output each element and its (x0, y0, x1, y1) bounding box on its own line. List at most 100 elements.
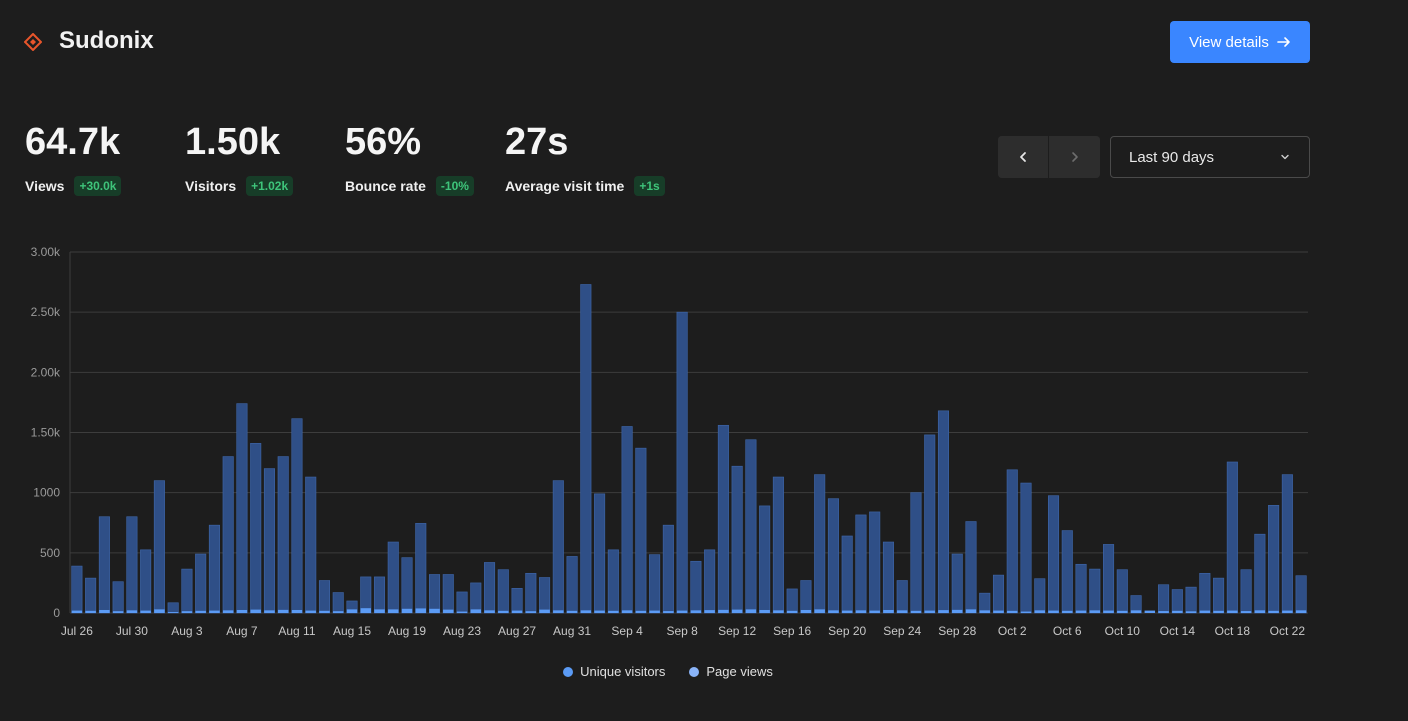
page-views-bar[interactable] (621, 426, 633, 614)
unique-visitors-bar[interactable] (99, 609, 110, 613)
unique-visitors-bar[interactable] (360, 608, 371, 613)
unique-visitors-bar[interactable] (209, 610, 220, 613)
unique-visitors-bar[interactable] (511, 610, 523, 613)
view-details-button[interactable]: View details (1170, 21, 1310, 63)
page-views-bar[interactable] (1116, 569, 1128, 614)
page-views-bar[interactable] (1089, 568, 1101, 614)
page-views-bar[interactable] (153, 480, 165, 614)
unique-visitors-bar[interactable] (456, 611, 468, 613)
page-views-bar[interactable] (71, 565, 83, 614)
unique-visitors-bar[interactable] (841, 610, 853, 613)
unique-visitors-bar[interactable] (1199, 610, 1211, 613)
unique-visitors-bar[interactable] (319, 610, 330, 613)
legend-item-unique-visitors[interactable]: Unique visitors (563, 664, 665, 679)
page-views-bar[interactable] (827, 498, 839, 614)
unique-visitors-bar[interactable] (1158, 611, 1169, 613)
brand-name[interactable]: Sudonix (59, 27, 154, 54)
unique-visitors-bar[interactable] (1282, 610, 1293, 613)
unique-visitors-bar[interactable] (910, 610, 922, 613)
page-views-bar[interactable] (1171, 589, 1183, 614)
page-views-bar[interactable] (676, 311, 688, 614)
unique-visitors-bar[interactable] (1268, 610, 1279, 613)
unique-visitors-bar[interactable] (498, 610, 509, 613)
page-views-bar[interactable] (937, 410, 950, 614)
page-views-bar[interactable] (222, 456, 234, 614)
page-views-bar[interactable] (951, 553, 963, 614)
page-views-bar[interactable] (800, 580, 812, 614)
page-views-bar[interactable] (580, 284, 592, 614)
page-views-bar[interactable] (511, 588, 523, 614)
previous-range-button[interactable] (998, 136, 1049, 178)
page-views-bar[interactable] (1006, 469, 1018, 614)
unique-visitors-bar[interactable] (333, 611, 344, 613)
page-views-bar[interactable] (1226, 461, 1238, 614)
page-views-bar[interactable] (965, 521, 977, 614)
unique-visitors-bar[interactable] (1172, 610, 1183, 613)
page-views-bar[interactable] (525, 572, 537, 614)
page-views-bar[interactable] (415, 523, 427, 614)
page-views-bar[interactable] (1199, 572, 1211, 614)
unique-visitors-bar[interactable] (1048, 610, 1059, 613)
unique-visitors-bar[interactable] (167, 612, 179, 613)
unique-visitors-bar[interactable] (621, 610, 633, 613)
unique-visitors-bar[interactable] (112, 611, 124, 613)
page-views-bar[interactable] (1103, 544, 1115, 614)
page-views-bar[interactable] (869, 511, 881, 614)
unique-visitors-bar[interactable] (663, 611, 674, 613)
unique-visitors-bar[interactable] (222, 610, 234, 613)
unique-visitors-bar[interactable] (718, 609, 729, 613)
unique-visitors-bar[interactable] (553, 610, 564, 613)
page-views-bar[interactable] (924, 434, 936, 614)
page-views-bar[interactable] (1268, 505, 1280, 614)
page-views-bar[interactable] (910, 492, 922, 614)
page-views-bar[interactable] (1034, 578, 1046, 614)
page-views-bar[interactable] (442, 574, 454, 614)
page-views-bar[interactable] (1020, 482, 1032, 614)
page-views-bar[interactable] (1281, 474, 1293, 614)
unique-visitors-bar[interactable] (140, 610, 151, 613)
unique-visitors-bar[interactable] (484, 610, 495, 613)
unique-visitors-bar[interactable] (291, 609, 303, 613)
unique-visitors-bar[interactable] (924, 610, 935, 613)
page-views-bar[interactable] (291, 418, 303, 614)
page-views-bar[interactable] (126, 516, 138, 614)
unique-visitors-bar[interactable] (1254, 610, 1266, 613)
page-views-bar[interactable] (85, 577, 97, 614)
unique-visitors-bar[interactable] (539, 609, 550, 613)
unique-visitors-bar[interactable] (704, 610, 715, 613)
unique-visitors-bar[interactable] (759, 609, 770, 613)
unique-visitors-bar[interactable] (786, 610, 798, 613)
unique-visitors-bar[interactable] (1103, 610, 1114, 613)
page-views-bar[interactable] (704, 549, 716, 614)
page-views-bar[interactable] (277, 456, 289, 614)
page-views-bar[interactable] (167, 602, 179, 614)
unique-visitors-bar[interactable] (745, 609, 757, 613)
page-views-bar[interactable] (1061, 530, 1073, 614)
unique-visitors-bar[interactable] (250, 609, 261, 613)
unique-visitors-bar[interactable] (305, 610, 316, 613)
unique-visitors-bar[interactable] (993, 610, 1004, 613)
page-views-bar[interactable] (1240, 569, 1252, 614)
unique-visitors-bar[interactable] (1295, 610, 1307, 613)
unique-visitors-bar[interactable] (1007, 610, 1018, 613)
unique-visitors-bar[interactable] (236, 609, 248, 613)
unique-visitors-bar[interactable] (690, 610, 702, 613)
page-views-bar[interactable] (428, 574, 441, 614)
unique-visitors-bar[interactable] (869, 610, 880, 613)
unique-visitors-bar[interactable] (195, 610, 206, 613)
unique-visitors-bar[interactable] (938, 610, 949, 613)
page-views-bar[interactable] (140, 549, 152, 614)
page-views-bar[interactable] (882, 541, 894, 614)
unique-visitors-bar[interactable] (635, 610, 647, 613)
page-views-bar[interactable] (855, 514, 867, 614)
page-views-bar[interactable] (979, 592, 991, 614)
unique-visitors-bar[interactable] (346, 609, 358, 613)
page-views-bar[interactable] (649, 554, 661, 614)
page-views-bar[interactable] (717, 424, 729, 614)
page-views-bar[interactable] (690, 560, 702, 614)
page-views-bar[interactable] (263, 468, 275, 614)
page-views-bar[interactable] (181, 568, 193, 614)
unique-visitors-bar[interactable] (1117, 610, 1128, 613)
page-views-bar[interactable] (607, 549, 619, 614)
page-views-bar[interactable] (759, 505, 771, 614)
